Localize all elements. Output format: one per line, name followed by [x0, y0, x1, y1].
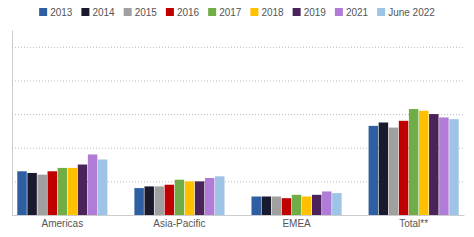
x-tick-label: Americas	[42, 218, 84, 229]
x-tick: Total**	[399, 215, 428, 229]
legend-label: 2015	[135, 7, 158, 18]
bar	[185, 181, 194, 215]
x-axis: Americas Asia-Pacific EMEA Total**	[13, 215, 465, 229]
x-tick: Asia-Pacific	[153, 215, 205, 229]
x-tick: Americas	[42, 215, 84, 229]
legend: 2013 2014 2015 2016 2017 2018 2019 2021 June 202…	[39, 7, 435, 18]
legend-item: 2021	[335, 7, 369, 18]
bar	[449, 119, 458, 215]
y-axis-line	[12, 31, 13, 216]
bar-series	[17, 126, 378, 215]
legend-swatch	[39, 8, 47, 16]
bar-series	[58, 109, 419, 215]
legend-swatch	[250, 8, 258, 16]
legend-item: 2018	[250, 7, 284, 18]
grid-line	[12, 215, 464, 216]
legend-label: 2016	[177, 7, 200, 18]
bar	[175, 180, 184, 215]
bar	[215, 176, 224, 215]
grid-line	[12, 114, 464, 115]
plot-area: Americas Asia-Pacific EMEA Total**	[12, 31, 465, 230]
bar	[439, 117, 448, 215]
bar-series	[68, 111, 429, 215]
bar-series	[37, 128, 398, 215]
bar	[58, 168, 67, 215]
bar	[48, 171, 57, 215]
bar	[37, 175, 46, 215]
bar	[144, 186, 153, 215]
x-tick-label: EMEA	[282, 218, 311, 229]
legend-item: 2019	[293, 7, 327, 18]
bar	[399, 121, 408, 215]
bar	[98, 160, 107, 216]
legend-label: 2018	[261, 7, 284, 18]
legend-swatch	[166, 8, 174, 16]
x-tick-label: Asia-Pacific	[153, 218, 205, 229]
y-tick	[12, 114, 464, 115]
legend-swatch	[377, 8, 385, 16]
bar	[251, 197, 260, 216]
legend-swatch	[335, 8, 343, 16]
bar	[409, 109, 418, 215]
bar	[322, 191, 331, 215]
legend-swatch	[81, 8, 89, 16]
bar	[332, 193, 341, 215]
bar	[88, 154, 97, 215]
grid-line	[12, 80, 464, 81]
legend-label: 2021	[346, 7, 369, 18]
bar	[302, 197, 311, 216]
bar	[17, 171, 26, 215]
bar	[27, 173, 36, 215]
legend-item: June 2022	[377, 7, 435, 18]
bar	[195, 181, 204, 215]
legend-label: 2013	[50, 7, 73, 18]
legend-item: 2017	[208, 7, 242, 18]
bar-series	[98, 119, 459, 215]
bar	[165, 185, 174, 215]
legend-label: 2014	[92, 7, 115, 18]
y-axis	[12, 31, 464, 216]
bar	[282, 198, 291, 215]
x-tick-label: Total**	[399, 218, 428, 229]
legend-item: 2015	[124, 7, 158, 18]
legend-label: 2017	[219, 7, 242, 18]
legend-swatch	[293, 8, 301, 16]
bar	[155, 186, 164, 215]
y-tick	[12, 47, 464, 48]
x-axis-line	[13, 215, 465, 216]
bar-series	[78, 114, 439, 215]
legend-item: 2013	[39, 7, 73, 18]
legend-swatch	[124, 8, 132, 16]
x-tick: EMEA	[282, 215, 311, 229]
bar-series	[48, 121, 409, 215]
legend-label: 2019	[304, 7, 327, 18]
legend-item: 2014	[81, 7, 115, 18]
bar	[78, 165, 87, 215]
y-tick	[12, 80, 464, 81]
bar	[379, 123, 388, 216]
legend-item: 2016	[166, 7, 200, 18]
bar	[68, 168, 77, 215]
grid-line	[12, 47, 464, 48]
bar	[369, 126, 378, 215]
bar	[272, 197, 281, 216]
bar	[262, 197, 271, 216]
y-tick	[12, 215, 464, 216]
bar	[389, 128, 398, 215]
bar-series	[88, 117, 449, 215]
bar	[312, 195, 321, 215]
legend-swatch	[208, 8, 216, 16]
bar	[134, 188, 143, 215]
bar	[292, 195, 301, 215]
bar	[429, 114, 438, 215]
bar	[419, 111, 428, 215]
bars	[17, 109, 458, 215]
bar-series	[27, 123, 388, 216]
bar	[205, 178, 214, 215]
legend-label: June 2022	[388, 7, 435, 18]
chart: AmericasAsia-PacificEMEATotal**201320142…	[0, 0, 474, 237]
